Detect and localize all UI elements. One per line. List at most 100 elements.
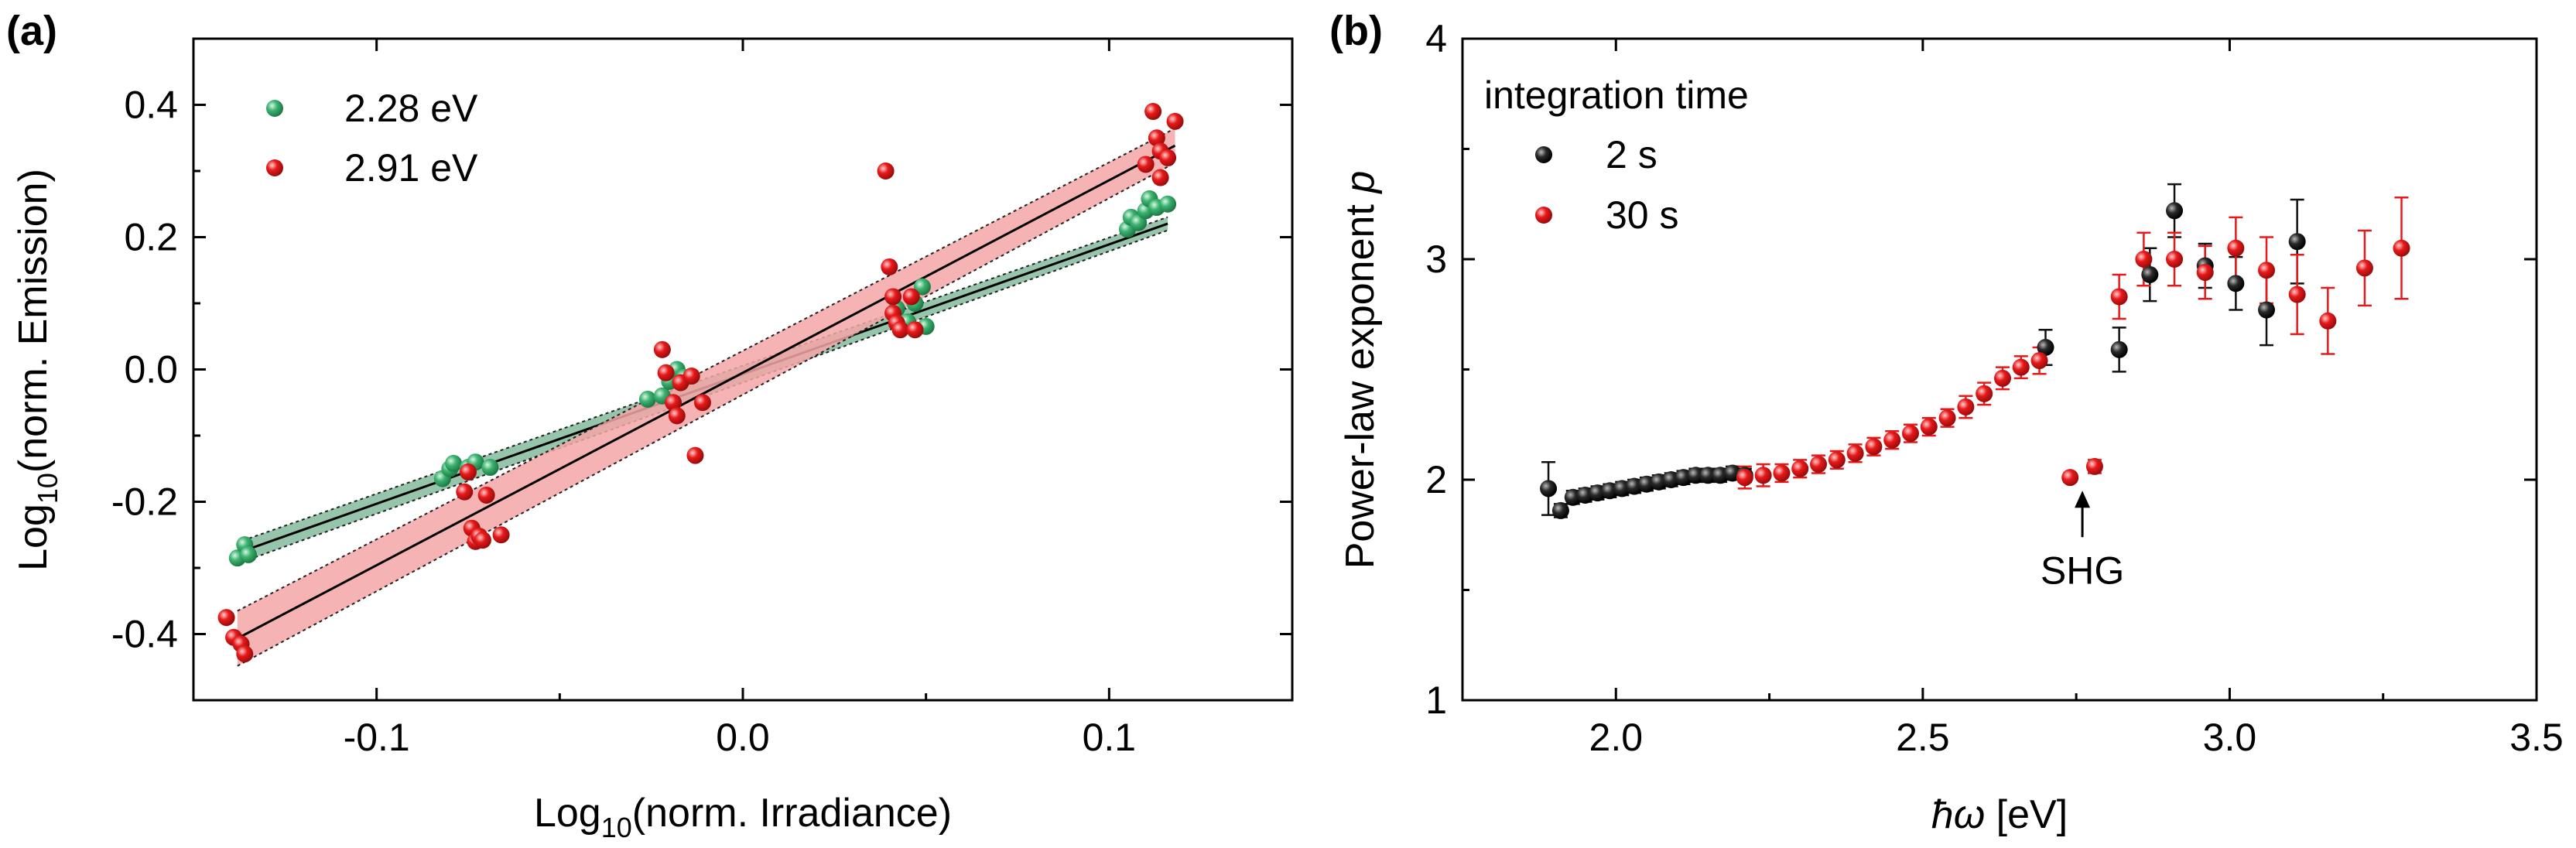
data-point <box>1137 156 1155 173</box>
data-point <box>1687 467 1705 484</box>
data-point <box>2288 286 2306 303</box>
data-point <box>445 454 463 472</box>
y-tick-label: 0.0 <box>124 348 178 392</box>
data-point <box>1773 464 1791 482</box>
shg-annotation-label: SHG <box>2041 549 2124 592</box>
panel-a-ticks: -0.1 0.0 0.1 -0.4 -0.2 0.0 0.2 0.4 <box>111 39 1294 759</box>
data-point <box>1865 438 1883 456</box>
panel-b-x-axis-label: ħω [eV] <box>1931 792 2068 837</box>
data-point <box>456 483 474 501</box>
data-point <box>1754 467 1772 484</box>
panel-b: (b) 2.0 2.5 3.0 3.5 1 2 3 4 integration time 2 s… <box>1329 8 2564 837</box>
shg-annotation: SHG <box>2041 491 2124 592</box>
data-point <box>668 407 686 425</box>
panel-b-legend: integration time 2 s 30 s <box>1484 74 1749 237</box>
data-point <box>877 162 895 180</box>
data-point <box>665 394 682 412</box>
data-point <box>2288 233 2306 251</box>
data-point <box>2258 301 2276 319</box>
data-point <box>1699 467 1717 484</box>
data-point <box>2141 265 2159 283</box>
data-point <box>1144 103 1162 121</box>
data-point <box>1828 451 1846 469</box>
data-point <box>2012 358 2030 376</box>
data-point <box>1540 480 1558 498</box>
panel-a-points-layer <box>217 103 1184 663</box>
y-tick-label: 0.4 <box>124 84 178 127</box>
x-tick-label: 2.0 <box>1589 716 1644 759</box>
data-point <box>657 364 675 381</box>
data-point <box>881 258 898 275</box>
legend-marker <box>266 100 283 117</box>
data-point <box>1846 444 1864 462</box>
data-point <box>2030 352 2048 370</box>
data-point <box>2135 251 2153 268</box>
data-point <box>1159 149 1177 166</box>
data-point <box>2393 239 2410 257</box>
data-point <box>477 486 495 504</box>
data-point <box>240 545 257 563</box>
y-tick-label: 0.2 <box>124 216 178 259</box>
data-point <box>1736 469 1753 487</box>
fit-band-lower-edge <box>237 162 1176 667</box>
y-tick-label: 1 <box>1425 679 1447 722</box>
data-point <box>653 340 671 358</box>
x-tick-label: -0.1 <box>344 716 410 759</box>
fit-band-upper-edge <box>237 128 1175 612</box>
legend-label: 2.91 eV <box>344 146 478 190</box>
legend-label: 30 s <box>1606 193 1679 237</box>
data-point <box>2196 264 2214 282</box>
panel-a-x-axis-label: Log10(norm. Irradiance) <box>534 791 952 843</box>
data-point <box>682 368 700 385</box>
data-point <box>1166 112 1184 130</box>
data-point <box>1791 460 1809 477</box>
panel-a-y-axis-label: Log10(norm. Emission) <box>11 169 63 571</box>
y-tick-label: 2 <box>1425 458 1447 501</box>
panel-a: (a) -0.1 0.0 0.1-0.4-0.20.00.20.4 2.28 eV2… <box>6 8 1294 843</box>
x-tick-label: 3.5 <box>2509 716 2564 759</box>
data-point <box>474 532 491 549</box>
data-point <box>1551 501 1569 519</box>
data-point <box>2355 259 2373 277</box>
data-point <box>638 390 656 408</box>
data-point <box>481 459 499 477</box>
data-point <box>1148 129 1165 147</box>
data-point <box>2227 239 2245 257</box>
x-tick-label: 0.0 <box>716 716 770 759</box>
panel-b-points-layer <box>1540 202 2410 519</box>
legend-marker <box>1535 146 1552 163</box>
data-point <box>1976 385 1993 402</box>
data-point <box>460 463 477 481</box>
data-point <box>2110 340 2128 358</box>
legend-marker <box>1535 207 1552 224</box>
y-tick-label: 4 <box>1425 17 1447 60</box>
data-point <box>2085 457 2103 475</box>
data-point <box>2319 312 2337 330</box>
panel-b-label: (b) <box>1329 8 1383 54</box>
data-point <box>1883 431 1901 449</box>
shg-arrow-head <box>2075 491 2091 508</box>
panel-a-legend: 2.28 eV 2.91 eV <box>266 87 478 190</box>
data-point <box>2110 288 2128 306</box>
fit-band-lower-edge <box>237 229 1168 565</box>
data-point <box>2258 262 2276 279</box>
data-point <box>686 446 704 464</box>
data-point <box>891 321 909 339</box>
data-point <box>1159 195 1177 213</box>
data-point <box>492 526 510 544</box>
data-point <box>1957 398 1975 415</box>
data-point <box>2166 202 2184 220</box>
data-point <box>693 394 711 412</box>
data-point <box>2227 275 2245 292</box>
legend-label: 2 s <box>1606 133 1657 176</box>
legend-title: integration time <box>1484 74 1749 117</box>
data-point <box>902 288 920 306</box>
data-point <box>1901 425 1919 443</box>
data-point <box>1810 456 1828 474</box>
y-tick-label: -0.4 <box>111 613 178 656</box>
data-point <box>2061 469 2079 487</box>
data-point <box>906 321 924 339</box>
x-tick-label: 2.5 <box>1896 716 1950 759</box>
data-point <box>884 288 902 306</box>
